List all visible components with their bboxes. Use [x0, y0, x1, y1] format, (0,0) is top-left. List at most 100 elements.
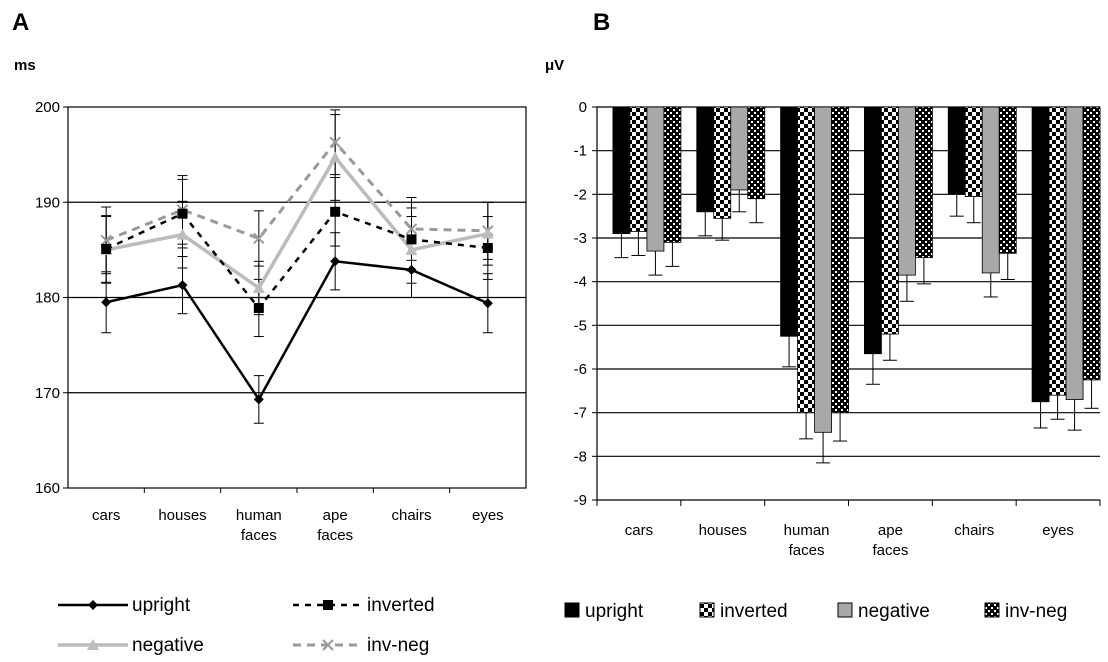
bar-inverted: [1048, 106, 1067, 396]
marker-stroke: [329, 136, 341, 148]
bar-chart-b: 0 -1 -2 -3 -4 -5 -6 -7 -8 -9 cars houses human faces a…: [564, 99, 1101, 622]
legend-marker-inv-neg: [322, 639, 334, 651]
marker-stroke: [322, 639, 334, 651]
bar-inverted: [713, 106, 732, 219]
y-tick-label: -7: [574, 405, 587, 422]
x-tick-label: chairs: [954, 522, 994, 539]
data-point-negative: [176, 228, 189, 240]
y-tick-label: 190: [35, 194, 60, 211]
line-chart-a: 160 170 180 190 200 cars houses human faces ape fa…: [35, 99, 527, 656]
y-tick-label: -4: [574, 274, 587, 291]
marker-stroke: [253, 232, 265, 245]
legend-swatch-upright: [564, 602, 580, 618]
y-tick-label: -9: [574, 492, 587, 509]
x-tick-label: houses: [699, 522, 747, 539]
x-tick-label: cars: [92, 507, 120, 524]
data-point-negative: [481, 227, 494, 239]
data-point-upright: [330, 256, 341, 267]
x-tick-label: human faces: [236, 507, 282, 544]
data-point-negative: [252, 281, 265, 293]
bar-upright: [1031, 106, 1050, 403]
data-point-inverted: [177, 208, 188, 219]
data-point-negative: [329, 151, 342, 163]
legend-swatch-inverted: [699, 602, 715, 618]
bar-inv-neg: [747, 106, 766, 200]
y-tick-label: 0: [579, 99, 587, 116]
bar-upright: [612, 106, 631, 235]
y-tick-label: 180: [35, 290, 60, 307]
y-tick-label: 170: [35, 385, 60, 402]
data-point-inverted: [406, 234, 417, 245]
x-tick-label: chairs: [391, 507, 431, 524]
data-point-inv-neg: [253, 232, 265, 245]
bar-negative: [1065, 106, 1084, 400]
legend-marker-negative: [87, 639, 99, 650]
bar-upright: [780, 106, 798, 337]
legend-label-inv-neg: inv-neg: [367, 635, 429, 656]
y-tick-label: -1: [574, 143, 587, 160]
series-line-negative: [105, 154, 489, 291]
bar-inverted: [964, 106, 983, 197]
bar-upright: [947, 106, 966, 195]
bar-negative: [981, 106, 1000, 274]
data-point-inverted: [482, 242, 493, 253]
panel-b-label: B: [593, 9, 610, 36]
panel-a-unit-label: ms: [14, 57, 36, 74]
legend-label-upright: upright: [585, 601, 644, 622]
legend-swatch-negative: [837, 602, 853, 618]
bar-inv-neg: [663, 106, 682, 243]
y-tick-label: 160: [35, 480, 60, 497]
series-line-inverted: [105, 210, 488, 310]
y-tick-label: 200: [35, 99, 60, 116]
bar-negative: [730, 106, 749, 191]
bar-negative: [814, 106, 832, 433]
data-point-upright: [406, 264, 417, 275]
bar-inverted: [629, 106, 648, 232]
data-point-inverted: [253, 302, 264, 313]
data-point-upright: [177, 280, 188, 291]
data-point-inverted: [101, 243, 112, 254]
bar-inv-neg: [1082, 106, 1101, 381]
bar-inverted: [797, 106, 815, 414]
x-tick-label: eyes: [1042, 522, 1074, 539]
legend-label-upright: upright: [132, 595, 191, 616]
legend-marker-upright: [88, 600, 98, 610]
data-point-inv-neg: [405, 223, 418, 235]
data-point-inv-neg: [329, 136, 341, 148]
series-line-inv-neg: [105, 139, 488, 242]
series-line-upright: [105, 259, 489, 402]
data-point-inverted: [330, 206, 341, 217]
data-point-upright: [482, 298, 493, 309]
bar-negative: [646, 106, 665, 252]
data-point-upright: [101, 297, 112, 308]
y-tick-label: -2: [574, 186, 587, 203]
panel-b-unit-label: μV: [545, 57, 564, 74]
x-tick-label: eyes: [472, 507, 504, 524]
bar-negative: [898, 106, 916, 276]
y-tick-label: -3: [574, 230, 587, 247]
legend-label-inv-neg: inv-neg: [1005, 601, 1067, 622]
y-tick-label: -6: [574, 361, 587, 378]
x-tick-label: ape faces: [317, 507, 353, 544]
legend-label-inverted: inverted: [367, 595, 435, 616]
legend-label-inverted: inverted: [720, 601, 788, 622]
panel-a-label: A: [12, 9, 29, 36]
bar-inv-neg: [831, 106, 849, 414]
data-point-upright: [253, 394, 264, 405]
bar-inv-neg: [915, 106, 933, 259]
y-tick-label: -5: [574, 317, 587, 334]
legend-swatch-inv-neg: [984, 602, 1000, 618]
marker-stroke: [405, 223, 418, 235]
legend-label-negative: negative: [132, 635, 204, 656]
marker-stroke: [100, 234, 112, 247]
data-point-inv-neg: [100, 234, 112, 247]
bar-upright: [864, 106, 882, 355]
bar-upright: [696, 106, 715, 213]
y-tick-label: -8: [574, 448, 587, 465]
bar-inv-neg: [998, 106, 1017, 254]
data-point-negative: [405, 243, 418, 255]
x-tick-label: ape faces: [872, 522, 908, 559]
x-tick-label: cars: [625, 522, 653, 539]
legend-label-negative: negative: [858, 601, 930, 622]
